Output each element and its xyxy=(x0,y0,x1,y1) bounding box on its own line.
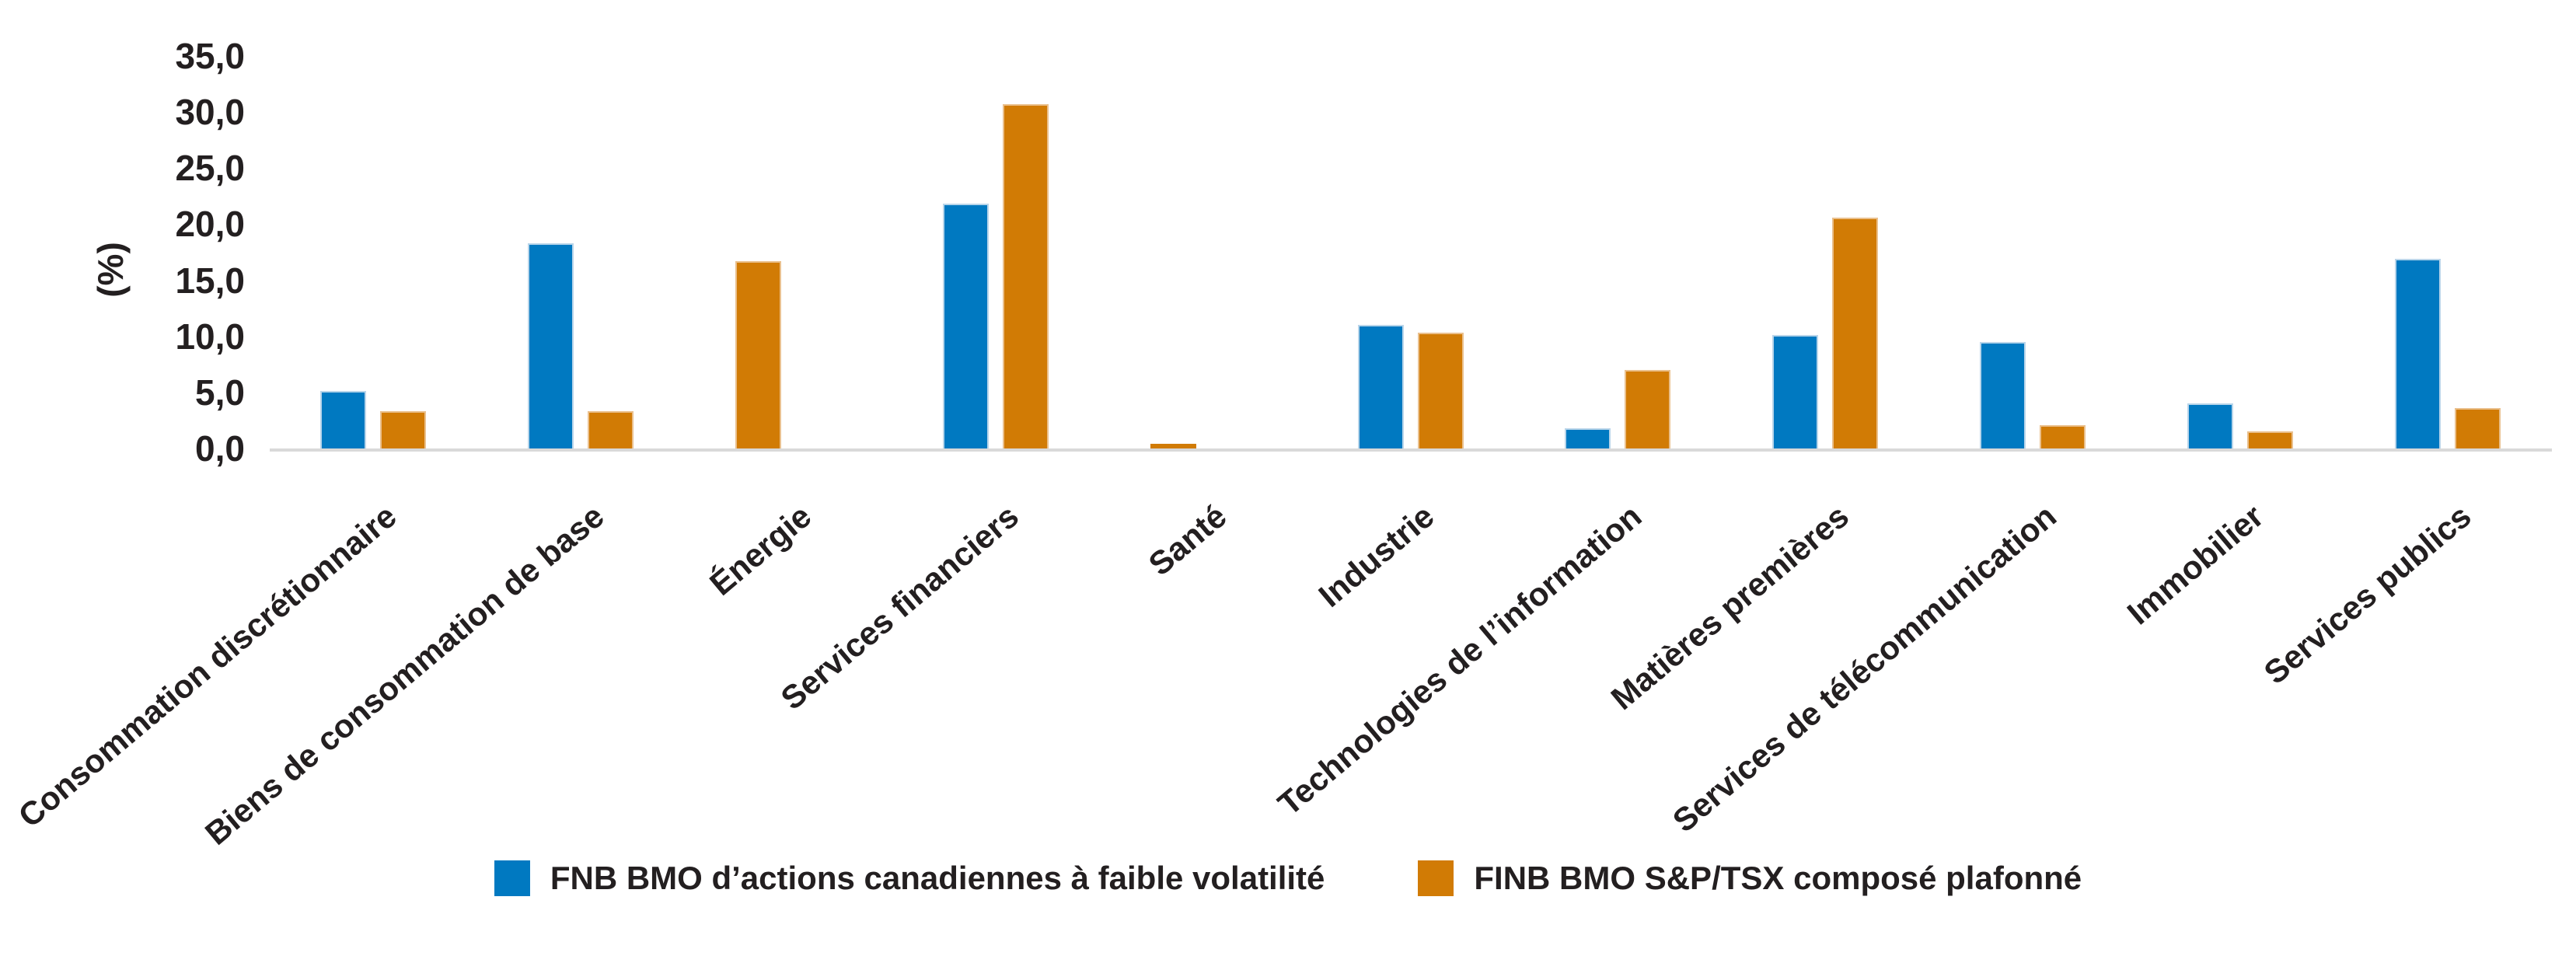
y-axis-title: (%) xyxy=(90,242,131,298)
bar-series1 xyxy=(2187,403,2234,448)
bar-series1 xyxy=(942,204,989,448)
bar-series2 xyxy=(2247,431,2294,448)
y-tick-label: 10,0 xyxy=(175,316,245,357)
legend-label: FINB BMO S&P/TSX composé plafonné xyxy=(1474,860,2082,896)
bar-series1 xyxy=(1772,335,1819,448)
bar-group xyxy=(1150,0,1196,448)
bar-series2 xyxy=(735,261,781,448)
bar-series1 xyxy=(320,391,366,448)
category-label: Technologies de l’information xyxy=(1270,497,1649,822)
legend-swatch-icon xyxy=(494,860,530,896)
bar-group xyxy=(1980,0,2086,448)
legend-item: FINB BMO S&P/TSX composé plafonné xyxy=(1418,860,2082,897)
bar-series1 xyxy=(1980,342,2026,448)
category-label: Services publics xyxy=(2257,497,2478,692)
bar-series2 xyxy=(1150,444,1196,448)
category-label: Industrie xyxy=(1311,497,1441,615)
y-tick-label: 35,0 xyxy=(175,35,245,76)
bar-series1 xyxy=(2395,259,2441,448)
y-tick-label: 25,0 xyxy=(175,148,245,189)
legend-label: FNB BMO d’actions canadiennes à faible v… xyxy=(550,860,1325,896)
bar-group xyxy=(527,0,634,448)
legend-swatch-icon xyxy=(1418,860,1454,896)
bar-group xyxy=(942,0,1049,448)
bar-group xyxy=(1357,0,1464,448)
bar-series2 xyxy=(2455,408,2501,448)
bar-series2 xyxy=(380,411,426,448)
bar-series2 xyxy=(587,411,634,448)
category-label: Énergie xyxy=(703,497,819,603)
bar-series2 xyxy=(1002,104,1049,448)
y-tick-label: 5,0 xyxy=(195,372,245,413)
bar-series2 xyxy=(1417,333,1464,448)
bar-group xyxy=(735,0,781,448)
legend: FNB BMO d’actions canadiennes à faible v… xyxy=(0,860,2576,897)
y-tick-label: 0,0 xyxy=(195,428,245,469)
y-tick-label: 30,0 xyxy=(175,92,245,133)
bar-group xyxy=(320,0,426,448)
y-tick-label: 20,0 xyxy=(175,204,245,245)
bar-series1 xyxy=(1565,428,1611,448)
category-label: Consommation discrétionnaire xyxy=(11,497,403,835)
category-label: Santé xyxy=(1141,497,1234,583)
category-label: Immobilier xyxy=(2120,497,2271,632)
bar-series1 xyxy=(1357,325,1404,448)
category-label: Services de télécommunication xyxy=(1665,497,2063,839)
bar-group xyxy=(1772,0,1879,448)
bar-series1 xyxy=(527,243,574,448)
bar-group xyxy=(2187,0,2294,448)
category-label: Biens de consommation de base xyxy=(197,497,611,853)
bar-group xyxy=(1565,0,1671,448)
bar-series2 xyxy=(1832,218,1879,448)
bar-group xyxy=(2395,0,2501,448)
bar-series2 xyxy=(1625,370,1671,448)
x-axis-baseline xyxy=(270,448,2552,452)
bar-series2 xyxy=(2040,425,2086,448)
legend-item: FNB BMO d’actions canadiennes à faible v… xyxy=(494,860,1325,897)
y-tick-label: 15,0 xyxy=(175,260,245,301)
